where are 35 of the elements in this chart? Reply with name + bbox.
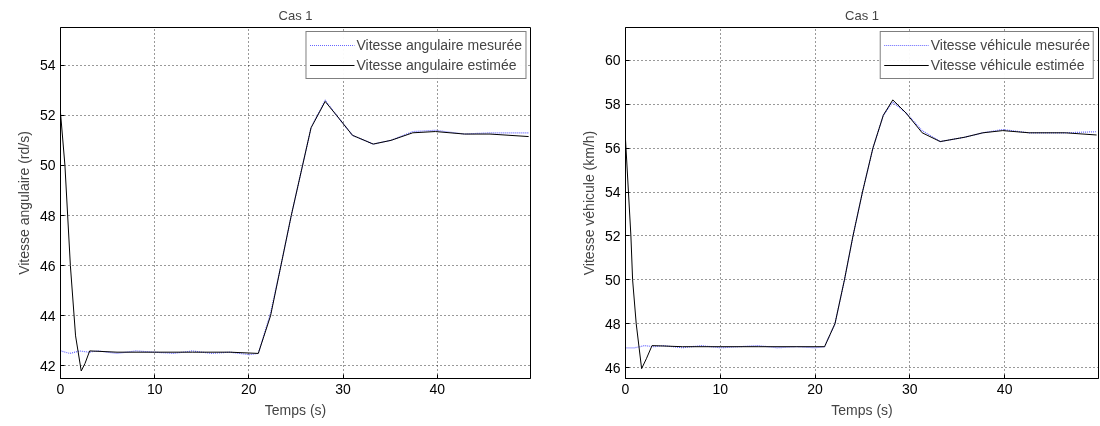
chart-title: Cas 1 bbox=[845, 7, 879, 23]
legend-label: Vitesse angulaire estimée bbox=[356, 57, 517, 73]
y-tick-label: 54 bbox=[604, 184, 621, 201]
x-tick-label: 30 bbox=[335, 380, 352, 397]
y-tick-label: 54 bbox=[39, 57, 56, 74]
x-tick-label: 40 bbox=[429, 380, 446, 397]
x-tick-label: 30 bbox=[902, 380, 918, 397]
x-tick-label: 20 bbox=[241, 380, 257, 397]
x-axis-title: Temps (s) bbox=[831, 401, 893, 418]
y-tick-label: 50 bbox=[39, 157, 56, 174]
chart-title: Cas 1 bbox=[278, 7, 313, 23]
y-tick-label: 42 bbox=[39, 357, 56, 374]
y-tick-label: 58 bbox=[604, 96, 621, 113]
y-tick-label: 52 bbox=[39, 107, 56, 124]
x-tick-label: 40 bbox=[996, 380, 1013, 397]
y-tick-label: 52 bbox=[604, 227, 621, 244]
y-tick-label: 46 bbox=[604, 359, 621, 376]
x-tick-label: 10 bbox=[146, 380, 163, 397]
y-tick-label: 46 bbox=[39, 257, 56, 274]
x-tick-label: 10 bbox=[712, 380, 729, 397]
legend-label: Vitesse véhicule mesurée bbox=[930, 37, 1090, 53]
y-tick-label: 44 bbox=[39, 307, 56, 324]
legend-label: Vitesse angulaire mesurée bbox=[356, 37, 522, 53]
y-tick-label: 56 bbox=[604, 140, 621, 157]
x-tick-label: 0 bbox=[621, 380, 630, 397]
x-tick-label: 0 bbox=[56, 380, 65, 397]
y-tick-label: 48 bbox=[39, 207, 56, 224]
y-tick-label: 48 bbox=[604, 315, 621, 332]
x-axis-title: Temps (s) bbox=[264, 401, 327, 418]
y-tick-label: 50 bbox=[604, 271, 621, 288]
y-tick-label: 60 bbox=[604, 52, 621, 69]
y-axis-title: Vitesse véhicule (km/h) bbox=[580, 130, 597, 276]
y-axis-title: Vitesse angulaire (rd/s) bbox=[15, 131, 32, 275]
legend-label: Vitesse véhicule estimée bbox=[930, 57, 1085, 73]
x-tick-label: 20 bbox=[807, 380, 824, 397]
